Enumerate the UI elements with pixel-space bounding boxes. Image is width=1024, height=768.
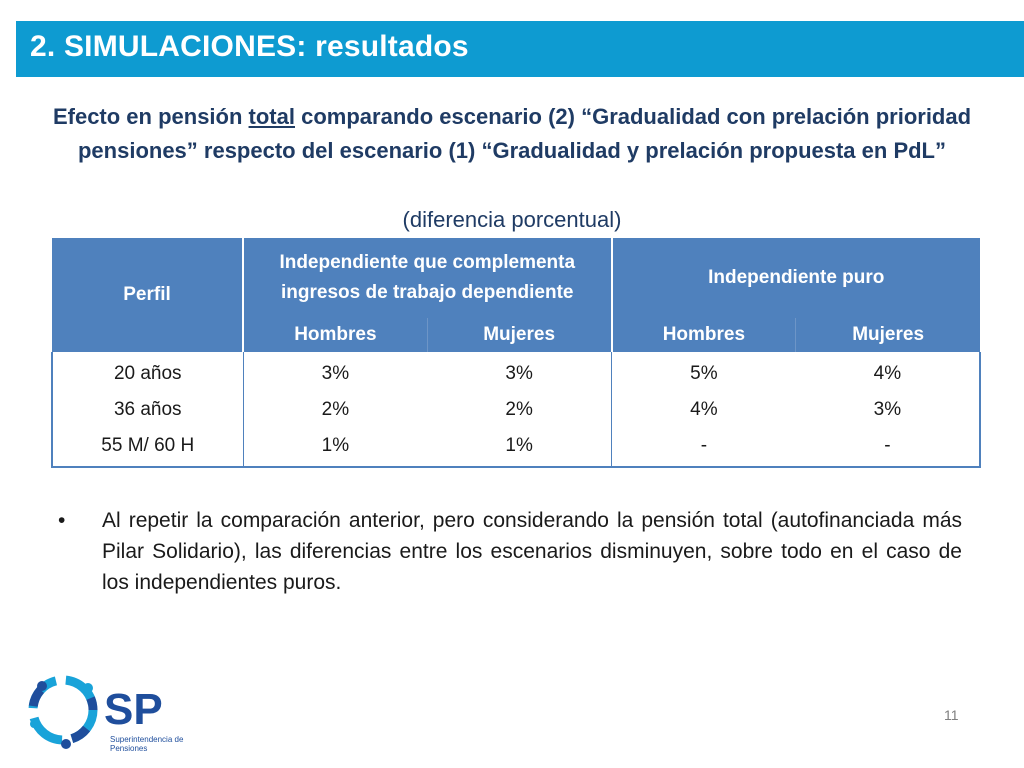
value-cell: 1% xyxy=(427,428,612,468)
value-cell: 1% xyxy=(242,428,428,468)
group-header-complementa: Independiente que complementa ingresos d… xyxy=(243,238,613,318)
bullet-text: Al repetir la comparación anterior, pero… xyxy=(102,509,962,594)
value-cell: - xyxy=(795,428,982,468)
row-perfil-cell: 20 años xyxy=(51,352,243,392)
title-bar: 2. SIMULACIONES: resultados xyxy=(16,21,1024,77)
logo-org-name-line-1: Superintendencia de xyxy=(110,735,184,744)
perfil-header: Perfil xyxy=(52,238,244,352)
superintendencia-logo-icon: SP xyxy=(28,675,163,749)
logo-org-name-line-2: Pensiones xyxy=(110,744,148,753)
subtitle-part-2: comparando escenario (2) “Gradualidad co… xyxy=(77,104,972,163)
value-cell: 3% xyxy=(242,352,428,392)
sub-header-mujeres-1: Mujeres xyxy=(427,318,613,352)
value-cell: 3% xyxy=(795,392,982,428)
results-table: Perfil Independiente que complementa ing… xyxy=(51,238,982,468)
value-cell: 5% xyxy=(610,352,796,392)
row-perfil-cell: 36 años xyxy=(51,392,243,428)
group-header-puro: Independiente puro xyxy=(611,238,980,318)
subtitle-note: (diferencia porcentual) xyxy=(402,207,622,232)
slide-title: 2. SIMULACIONES: resultados xyxy=(30,30,469,63)
sub-header-hombres-1: Hombres xyxy=(243,318,428,352)
hands-emblem-icon xyxy=(28,675,98,749)
group-header-complementa-label: Independiente que complementa ingresos d… xyxy=(279,252,576,303)
logo-initials: SP xyxy=(104,685,163,734)
subtitle-part-1: Efecto en pensión xyxy=(52,104,249,129)
subtitle-underlined-word: total xyxy=(248,104,295,129)
page-number: 11 xyxy=(944,707,959,723)
table-row: 55 M/ 60 H 1% 1% - - xyxy=(51,428,982,468)
value-cell: 4% xyxy=(610,392,796,428)
value-cell: 3% xyxy=(505,363,533,384)
sub-header-hombres-2: Hombres xyxy=(611,318,797,352)
row-perfil-cell: 55 M/ 60 H xyxy=(51,428,243,468)
sub-header-mujeres-2: Mujeres xyxy=(795,318,980,352)
group-header-puro-label: Independiente puro xyxy=(708,267,885,288)
perfil-header-label: Perfil xyxy=(123,284,171,305)
bullet-icon: • xyxy=(58,509,66,532)
value-cell: 4% xyxy=(795,352,982,392)
slide-subtitle: Efecto en pensión total comparando escen… xyxy=(40,100,984,168)
logo-org-name: Superintendencia de Pensiones xyxy=(110,735,183,753)
value-cell: - xyxy=(610,428,796,468)
table-row: 20 años 3% 3% 5% 4% xyxy=(51,352,982,392)
value-cell: 2% xyxy=(242,392,428,428)
table-row: 36 años 2% 2% 4% 3% xyxy=(51,392,982,428)
value-cell: 2% xyxy=(505,399,533,420)
